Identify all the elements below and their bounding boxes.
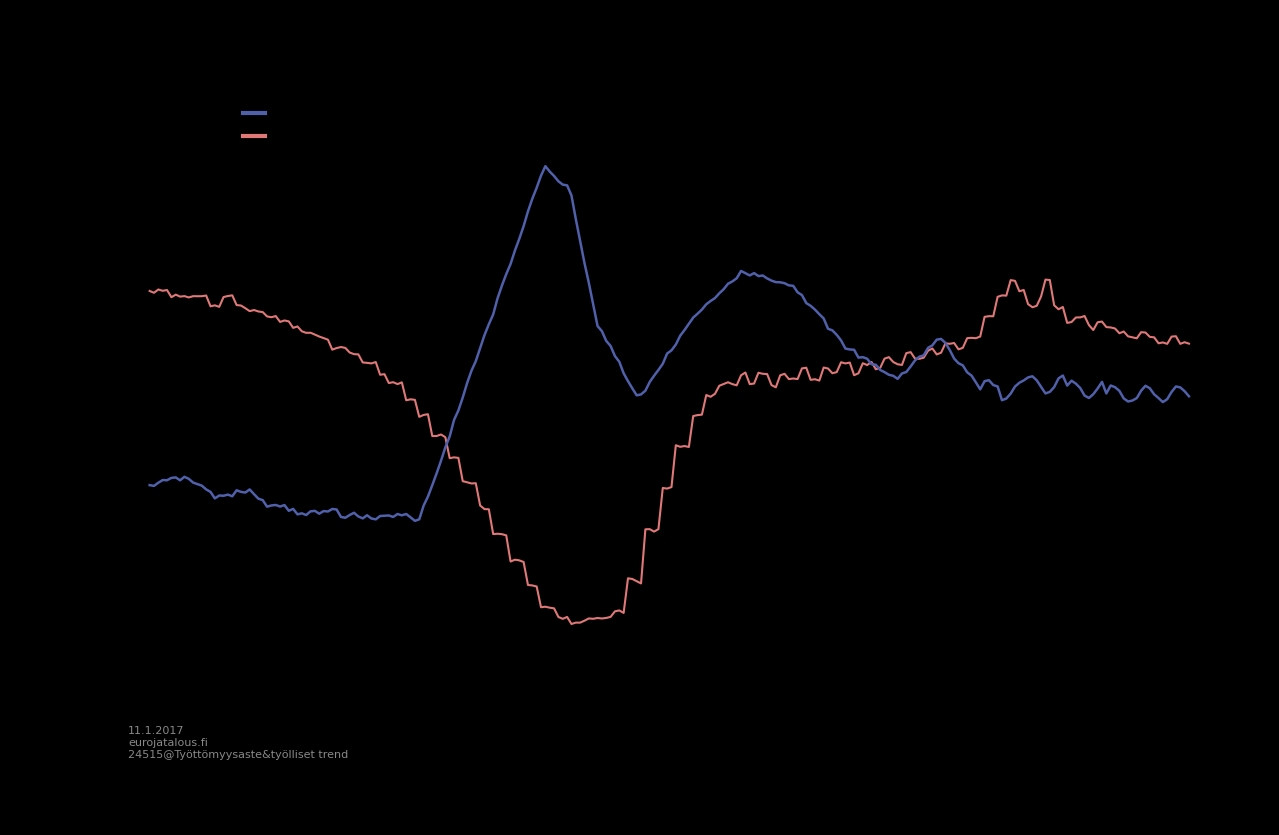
Text: 11.1.2017
eurojatalous.fi
24515@Työttömyysaste&työlliset trend: 11.1.2017 eurojatalous.fi 24515@Työttömy… bbox=[128, 726, 348, 760]
Legend: , : , bbox=[243, 108, 269, 144]
